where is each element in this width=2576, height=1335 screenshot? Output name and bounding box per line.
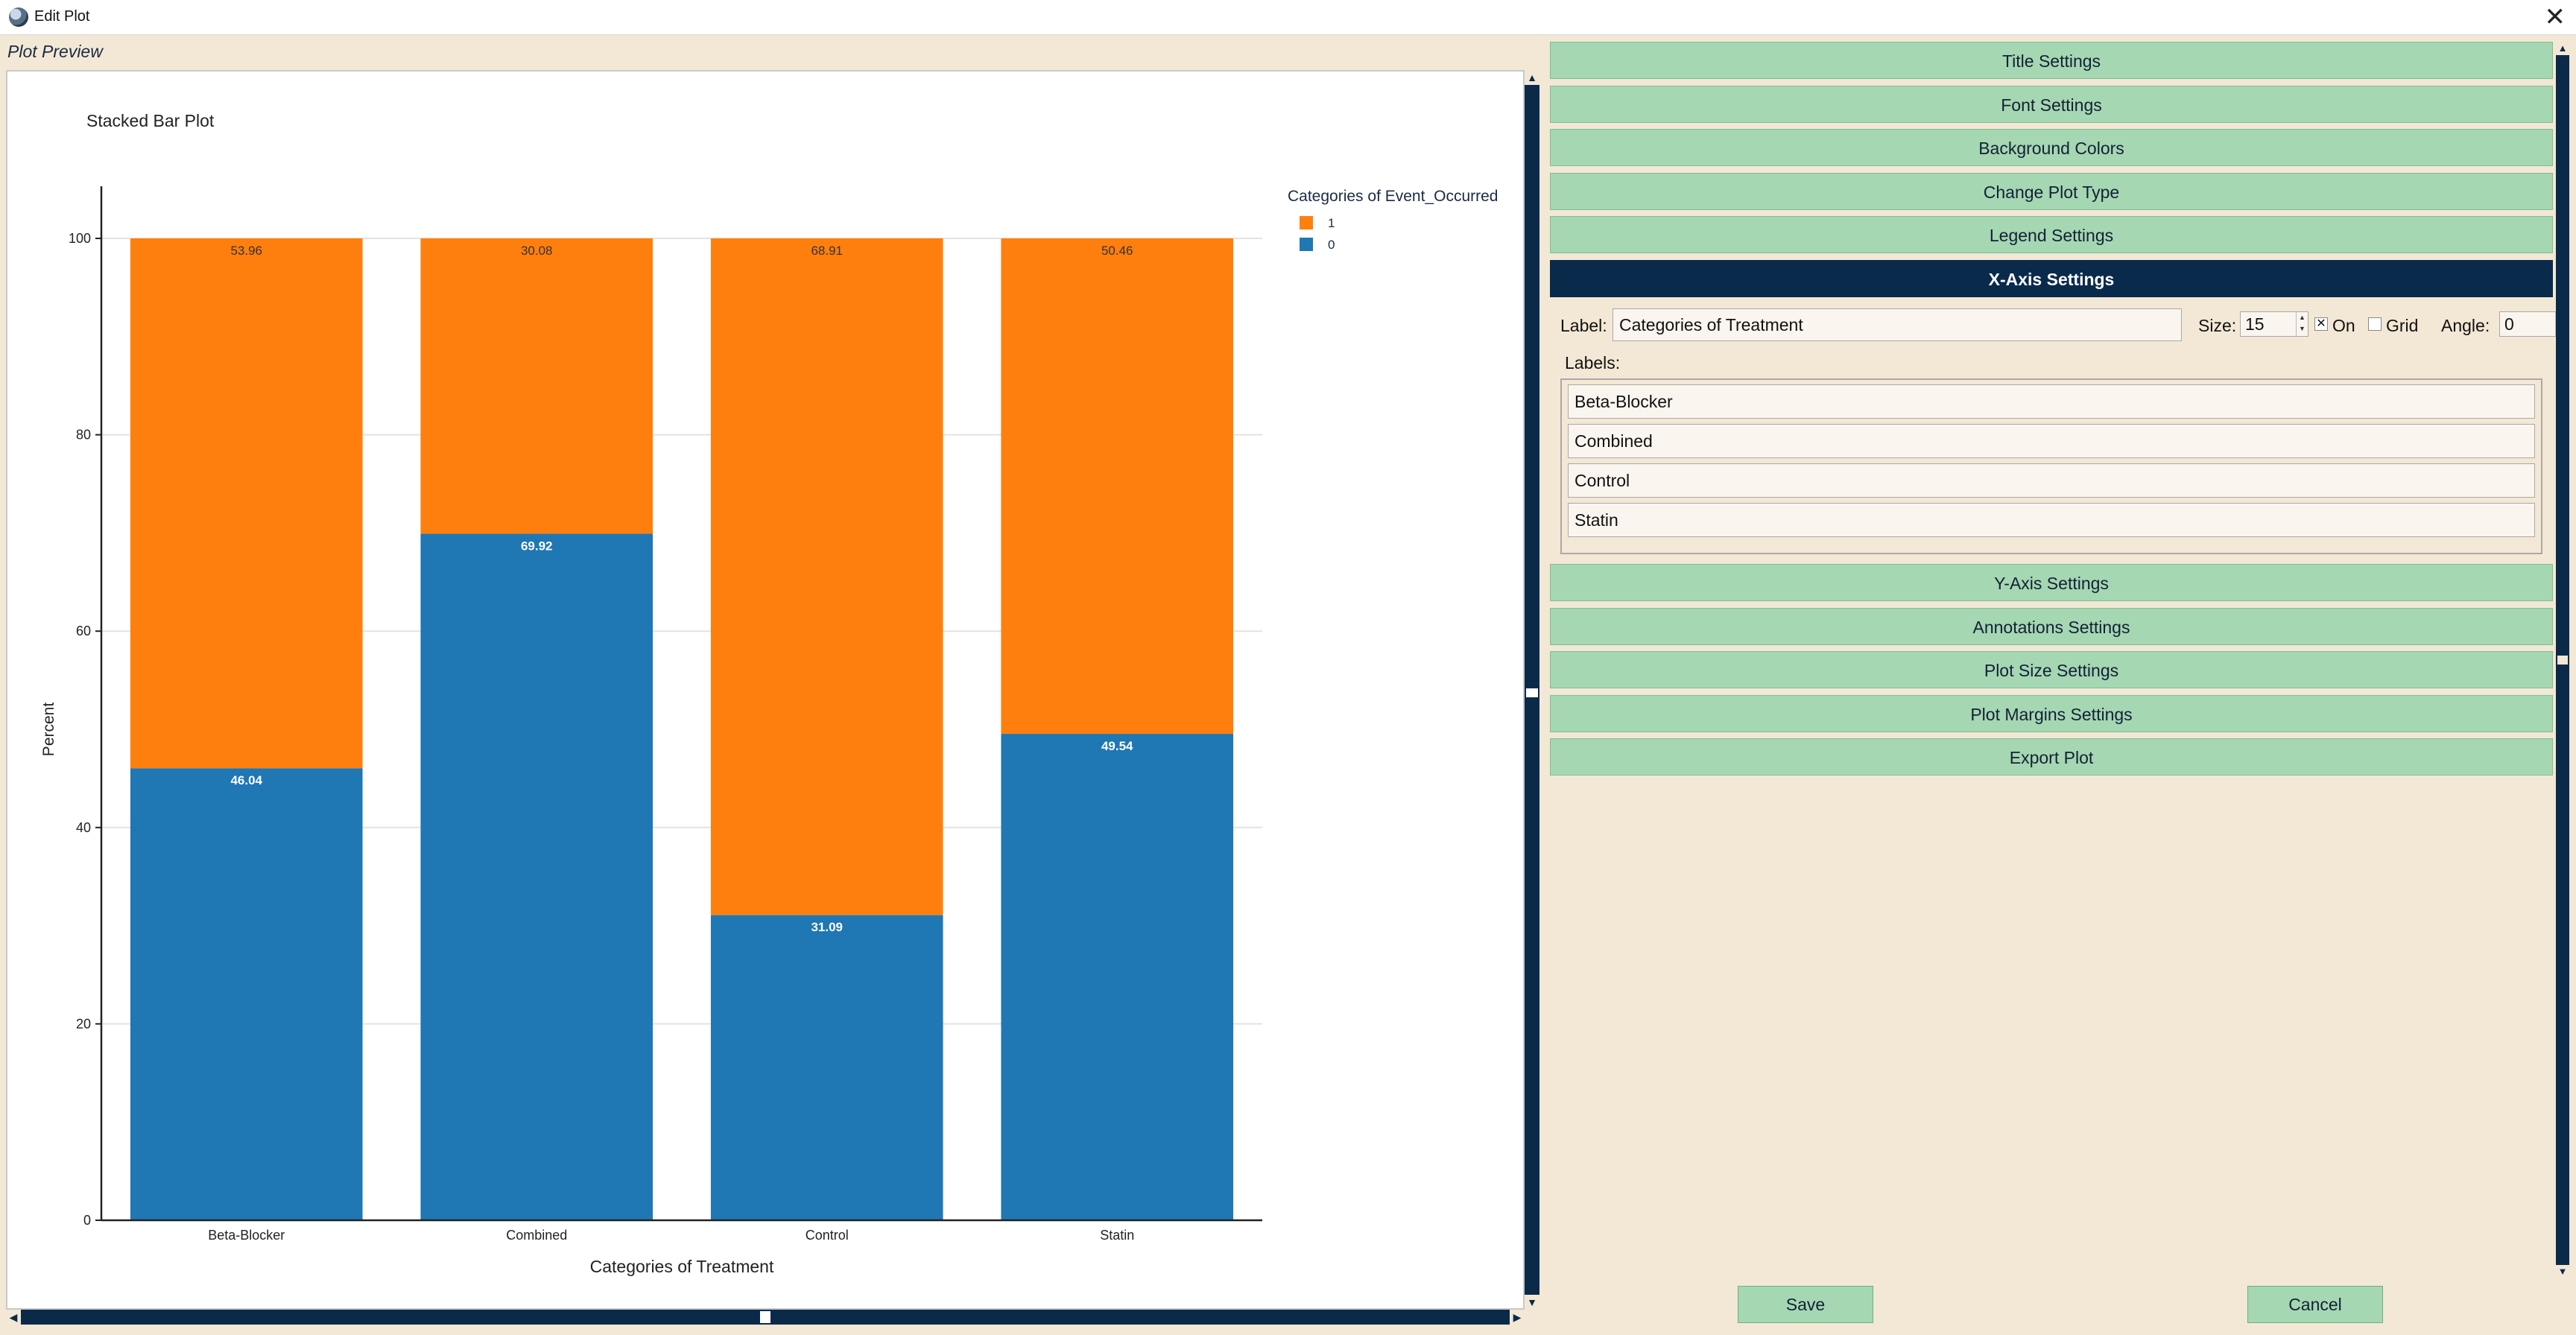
spin-arrows-icon[interactable]: ▲▼ [2296, 312, 2308, 336]
bar-value-label: 49.54 [1101, 739, 1133, 753]
angle-value: 0 [2504, 314, 2514, 334]
grid-checkbox[interactable] [2368, 317, 2382, 331]
scroll-right-icon[interactable]: ▶ [1510, 1310, 1525, 1325]
save-button[interactable]: Save [1738, 1286, 1873, 1323]
y-tick-label: 0 [83, 1213, 91, 1228]
bar-value-label: 68.91 [811, 244, 843, 258]
angle-caption: Angle: [2441, 316, 2490, 335]
legend-label: 1 [1328, 216, 1335, 230]
x-tick-label: Combined [506, 1228, 567, 1243]
y-tick-label: 20 [76, 1016, 91, 1031]
labels-caption: Labels: [1565, 353, 1621, 372]
legend-swatch [1300, 238, 1313, 251]
font-settings-button[interactable]: Font Settings [1550, 85, 2553, 123]
bar-value-label: 69.92 [521, 539, 553, 553]
app-icon [9, 7, 28, 27]
bar-segment [420, 238, 654, 534]
title-bar: Edit Plot ✕ [0, 0, 2576, 35]
bar-segment [710, 915, 943, 1220]
plot-preview-frame: 0 20 40 60 80 100 46.04 53.96 Beta-Blocker 69.92 3… [6, 70, 1525, 1310]
plot-size-settings-button[interactable]: Plot Size Settings [1550, 651, 2553, 688]
bar-segment [1001, 734, 1234, 1220]
panel-vertical-scrollbar[interactable]: ▲ ▼ [2556, 42, 2569, 1278]
y-tick-label: 40 [76, 820, 91, 835]
preview-horizontal-scrollbar[interactable]: ◀ ▶ [6, 1310, 1525, 1325]
export-plot-button[interactable]: Export Plot [1550, 738, 2553, 776]
bar-value-label: 30.08 [521, 244, 553, 258]
x-axis-title: Categories of Treatment [590, 1257, 774, 1276]
bar-segment [130, 238, 363, 769]
bar-segment [1001, 238, 1234, 735]
bar-segment [420, 533, 654, 1220]
scroll-thumb[interactable] [2557, 656, 2568, 665]
settings-panel: Title Settings Font Settings Background … [1550, 42, 2553, 303]
background-colors-button[interactable]: Background Colors [1550, 129, 2553, 166]
title-settings-button[interactable]: Title Settings [1550, 42, 2553, 79]
size-value: 15 [2245, 314, 2265, 334]
label-caption: Label: [1560, 316, 1607, 335]
grid-caption: Grid [2386, 316, 2419, 335]
x-axis-labels-list: Beta-Blocker Combined Control Statin [1560, 378, 2542, 554]
scroll-thumb[interactable] [760, 1311, 770, 1323]
settings-panel-lower: Y-Axis Settings Annotations Settings Plo… [1550, 564, 2553, 782]
x-label-input[interactable]: Statin [1568, 503, 2535, 537]
y-tick-label: 80 [76, 428, 91, 443]
window-title: Edit Plot [34, 8, 90, 25]
x-tick-label: Control [806, 1228, 849, 1243]
cancel-button[interactable]: Cancel [2247, 1286, 2383, 1323]
scroll-left-icon[interactable]: ◀ [6, 1310, 21, 1325]
bar-value-label: 31.09 [811, 920, 843, 934]
x-tick-label: Statin [1100, 1228, 1134, 1243]
x-label-input[interactable]: Control [1568, 463, 2535, 498]
plot-preview-label: Plot Preview [7, 42, 103, 61]
y-tick-label: 100 [69, 231, 91, 246]
stacked-bar-chart: 0 20 40 60 80 100 46.04 53.96 Beta-Blocker 69.92 3… [40, 111, 1498, 1276]
bar-value-label: 50.46 [1101, 244, 1133, 258]
on-checkbox[interactable]: ✕ [2314, 317, 2328, 331]
y-axis-title: Percent [40, 703, 57, 757]
scroll-down-icon[interactable]: ▼ [1525, 1295, 1539, 1310]
x-label-input[interactable]: Beta-Blocker [1568, 384, 2535, 419]
x-axis-label-input[interactable]: Categories of Treatment [1613, 308, 2182, 341]
size-caption: Size: [2198, 316, 2237, 335]
chart-title: Stacked Bar Plot [86, 111, 215, 130]
legend-title: Categories of Event_Occurred [1288, 188, 1498, 205]
y-axis-settings-button[interactable]: Y-Axis Settings [1550, 564, 2553, 601]
close-icon[interactable]: ✕ [2544, 2, 2566, 32]
plot-margins-settings-button[interactable]: Plot Margins Settings [1550, 694, 2553, 732]
legend-settings-button[interactable]: Legend Settings [1550, 216, 2553, 253]
x-axis-settings-button[interactable]: X-Axis Settings [1550, 259, 2553, 297]
bar-segment [710, 238, 943, 916]
x-label-input[interactable]: Combined [1568, 424, 2535, 458]
bar-value-label: 53.96 [230, 244, 262, 258]
size-spinbox[interactable]: 15 ▲ ▼ [2240, 311, 2308, 337]
legend-swatch [1300, 216, 1313, 229]
on-caption: On [2332, 316, 2355, 335]
scroll-down-icon[interactable]: ▼ [2556, 1265, 2569, 1278]
bar-segment [130, 768, 363, 1220]
x-axis-settings-body: Label: Categories of Treatment Size: 15 … [1550, 301, 2568, 557]
preview-vertical-scrollbar[interactable]: ▲ ▼ [1525, 70, 1539, 1310]
y-tick-label: 60 [76, 624, 91, 638]
scroll-thumb[interactable] [1526, 688, 1538, 697]
legend-label: 0 [1328, 238, 1335, 252]
change-plot-type-button[interactable]: Change Plot Type [1550, 172, 2553, 210]
annotations-settings-button[interactable]: Annotations Settings [1550, 607, 2553, 645]
bar-value-label: 46.04 [230, 773, 262, 787]
scroll-up-icon[interactable]: ▲ [2556, 42, 2569, 55]
scroll-up-icon[interactable]: ▲ [1525, 70, 1539, 85]
x-tick-label: Beta-Blocker [208, 1228, 285, 1243]
